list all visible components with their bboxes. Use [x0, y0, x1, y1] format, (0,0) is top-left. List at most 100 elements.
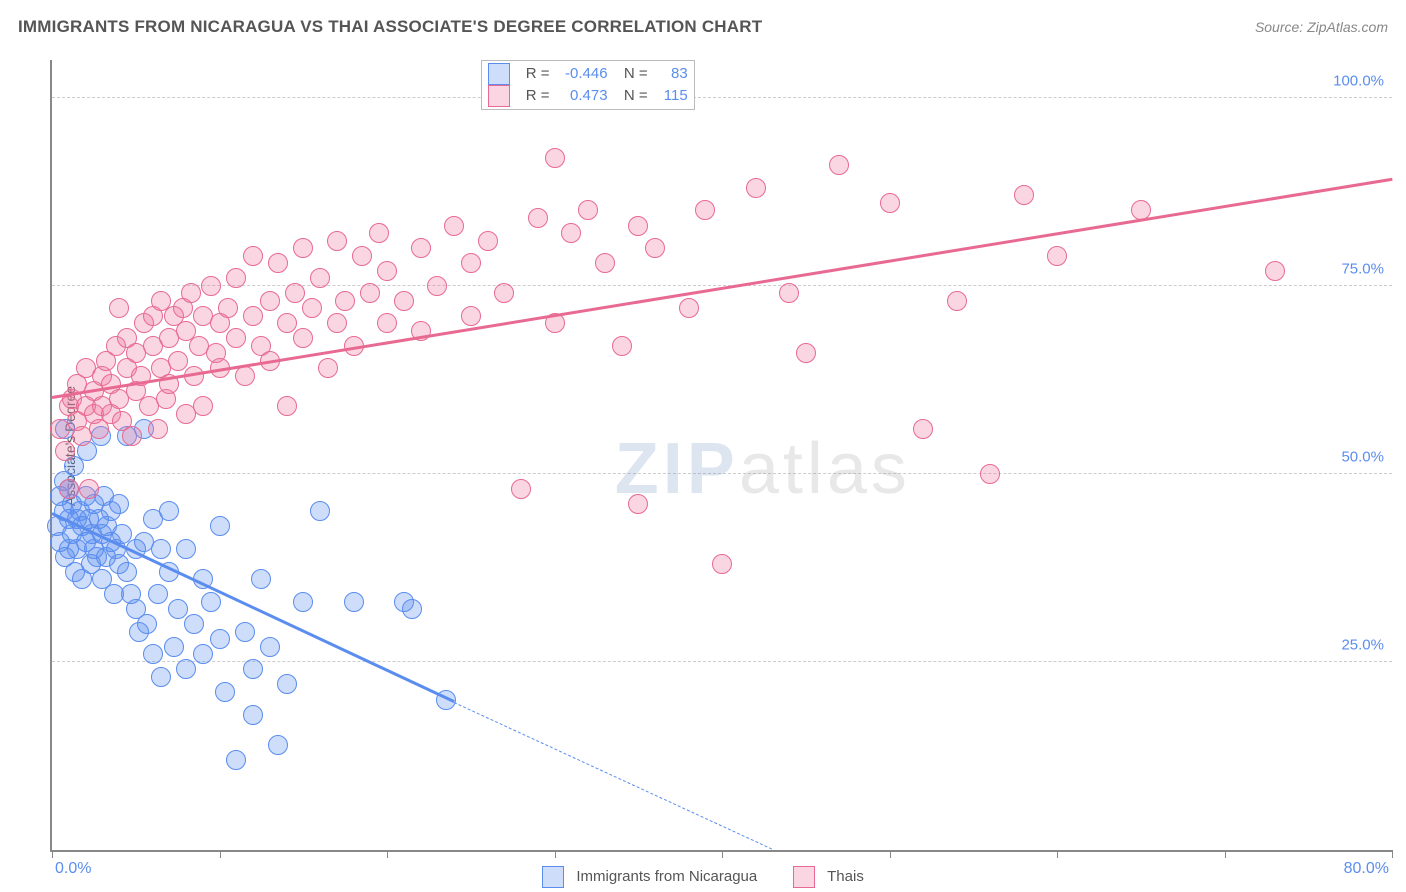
data-point [394, 291, 414, 311]
data-point [402, 599, 422, 619]
data-point [427, 276, 447, 296]
data-point [612, 336, 632, 356]
data-point [561, 223, 581, 243]
stats-legend: R =-0.446 N =83R =0.473 N =115 [481, 60, 695, 110]
stat-n-key: N = [616, 85, 648, 107]
stat-r-key: R = [526, 63, 550, 85]
data-point [168, 351, 188, 371]
gridline [52, 285, 1392, 286]
data-point [176, 659, 196, 679]
data-point [461, 306, 481, 326]
data-point [595, 253, 615, 273]
y-tick-label: 25.0% [1341, 636, 1384, 653]
x-tick [52, 850, 53, 858]
data-point [1047, 246, 1067, 266]
data-point [268, 735, 288, 755]
data-point [148, 584, 168, 604]
x-tick [890, 850, 891, 858]
data-point [193, 396, 213, 416]
data-point [109, 298, 129, 318]
gridline [52, 97, 1392, 98]
data-point [528, 208, 548, 228]
data-point [148, 419, 168, 439]
data-point [243, 246, 263, 266]
x-tick [722, 850, 723, 858]
gridline [52, 473, 1392, 474]
data-point [260, 637, 280, 657]
legend-item-thai: Thais [793, 866, 864, 888]
data-point [628, 216, 648, 236]
data-point [369, 223, 389, 243]
data-point [478, 231, 498, 251]
data-point [377, 313, 397, 333]
data-point [913, 419, 933, 439]
chart-title: IMMIGRANTS FROM NICARAGUA VS THAI ASSOCI… [18, 17, 762, 37]
data-point [137, 614, 157, 634]
data-point [310, 501, 330, 521]
data-point [260, 291, 280, 311]
stat-r-val: 0.473 [558, 85, 608, 107]
data-point [235, 622, 255, 642]
data-point [1265, 261, 1285, 281]
data-point [293, 328, 313, 348]
data-point [79, 479, 99, 499]
data-point [210, 516, 230, 536]
swatch-icon [542, 866, 564, 888]
data-point [511, 479, 531, 499]
x-tick [1057, 850, 1058, 858]
data-point [201, 276, 221, 296]
data-point [151, 667, 171, 687]
data-point [344, 592, 364, 612]
data-point [545, 148, 565, 168]
data-point [695, 200, 715, 220]
x-tick [555, 850, 556, 858]
data-point [494, 283, 514, 303]
data-point [226, 750, 246, 770]
data-point [293, 238, 313, 258]
swatch-icon [488, 85, 510, 107]
data-point [168, 599, 188, 619]
data-point [461, 253, 481, 273]
legend-item-nicaragua: Immigrants from Nicaragua [542, 866, 757, 888]
data-point [352, 246, 372, 266]
y-tick-label: 100.0% [1333, 72, 1384, 89]
data-point [628, 494, 648, 514]
data-point [55, 441, 75, 461]
watermark: ZIPatlas [615, 428, 911, 510]
data-point [193, 644, 213, 664]
data-point [243, 705, 263, 725]
data-point [235, 366, 255, 386]
bottom-legend: Immigrants from Nicaragua Thais [0, 866, 1406, 888]
x-tick [387, 850, 388, 858]
data-point [226, 268, 246, 288]
data-point [411, 238, 431, 258]
data-point [1014, 185, 1034, 205]
data-point [122, 426, 142, 446]
data-point [164, 637, 184, 657]
data-point [310, 268, 330, 288]
data-point [679, 298, 699, 318]
data-point [645, 238, 665, 258]
data-point [318, 358, 338, 378]
x-tick [1225, 850, 1226, 858]
data-point [293, 592, 313, 612]
stat-n-key: N = [616, 63, 648, 85]
swatch-icon [488, 63, 510, 85]
x-tick [1392, 850, 1393, 858]
data-point [226, 328, 246, 348]
data-point [268, 253, 288, 273]
data-point [796, 343, 816, 363]
data-point [117, 562, 137, 582]
data-point [578, 200, 598, 220]
data-point [210, 629, 230, 649]
stat-r-val: -0.446 [558, 63, 608, 85]
data-point [143, 644, 163, 664]
data-point [327, 313, 347, 333]
data-point [779, 283, 799, 303]
data-point [444, 216, 464, 236]
stats-row: R =-0.446 N =83 [488, 63, 688, 85]
data-point [159, 501, 179, 521]
swatch-icon [793, 866, 815, 888]
data-point [746, 178, 766, 198]
data-point [251, 569, 271, 589]
